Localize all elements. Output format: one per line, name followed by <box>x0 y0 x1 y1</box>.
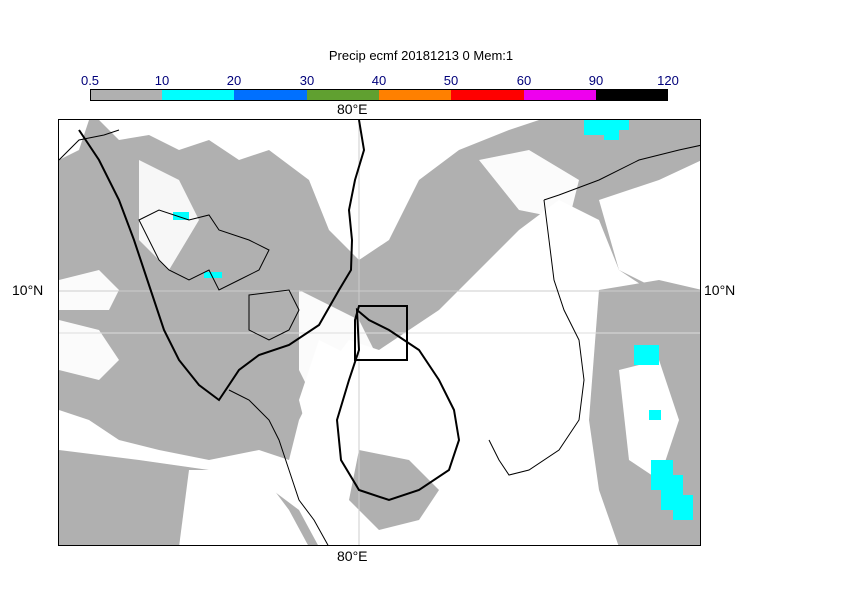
map-svg <box>59 120 700 545</box>
lat-label-right: 10°N <box>704 282 736 298</box>
colorbar-segment-2 <box>234 89 307 101</box>
colorbar-label-8: 120 <box>657 73 679 88</box>
lon-label-top: 80°E <box>337 101 368 117</box>
colorbar-segment-5 <box>451 89 524 101</box>
colorbar-label-2: 20 <box>226 73 242 88</box>
colorbar-frame <box>90 89 668 101</box>
colorbar-label-6: 60 <box>516 73 532 88</box>
colorbar-segment-1 <box>162 89 234 101</box>
colorbar-segment-3 <box>307 89 379 101</box>
lat-label-left: 10°N <box>12 282 44 298</box>
colorbar-label-3: 30 <box>299 73 315 88</box>
coastline-layer <box>78 120 461 502</box>
colorbar-label-4: 40 <box>371 73 387 88</box>
colorbar-label-1: 10 <box>154 73 170 88</box>
colorbar-label-0: 0.5 <box>80 73 100 88</box>
colorbar-segment-0 <box>90 89 162 101</box>
precipitation-map <box>58 119 701 546</box>
chart-title: Precip ecmf 20181213 0 Mem:1 <box>328 48 514 63</box>
lon-label-bottom: 80°E <box>337 548 368 564</box>
colorbar-segment-4 <box>379 89 451 101</box>
colorbar-label-7: 90 <box>588 73 604 88</box>
colorbar-segment-7 <box>596 89 668 101</box>
boundary-layer <box>59 129 700 545</box>
colorbar-label-5: 50 <box>443 73 459 88</box>
precip-cyan-layer <box>173 120 693 520</box>
colorbar-segment-6 <box>524 89 596 101</box>
